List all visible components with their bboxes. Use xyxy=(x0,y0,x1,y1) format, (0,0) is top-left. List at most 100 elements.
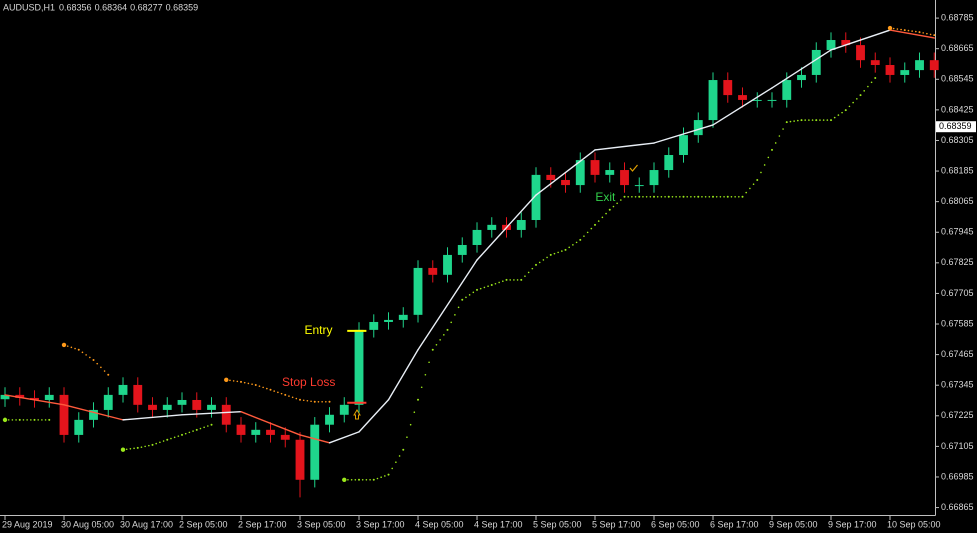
candle-body xyxy=(708,80,718,121)
stop-dot xyxy=(446,328,449,331)
stop-dot-fill xyxy=(612,205,615,208)
stop-dot-fill xyxy=(7,419,10,421)
candle-body xyxy=(310,424,320,480)
candle-body xyxy=(177,399,187,405)
stop-dot-fill xyxy=(384,475,386,477)
stop-dot-fill xyxy=(538,261,541,264)
stop-dot xyxy=(210,423,213,426)
y-tick-label: 0.67345 xyxy=(941,380,974,390)
stop-dot-fill xyxy=(542,259,545,261)
stop-dot-fill xyxy=(922,32,924,34)
stop-dot xyxy=(800,119,803,122)
stop-dot-fill xyxy=(833,116,836,119)
candle-body xyxy=(59,394,69,435)
candle-body xyxy=(546,174,556,180)
stop-dot xyxy=(476,288,479,291)
stop-dot-fill xyxy=(531,267,534,270)
stop-dot-fill xyxy=(900,28,902,31)
candle-body xyxy=(738,95,747,100)
ma-segment xyxy=(63,404,124,421)
x-tick-label: 6 Sep 05:00 xyxy=(651,519,700,529)
stop-dot xyxy=(313,400,316,403)
x-tick-label: 4 Sep 05:00 xyxy=(415,519,464,529)
stop-dot-fill xyxy=(192,430,194,432)
stop-dot xyxy=(151,443,154,446)
stop-dot-fill xyxy=(778,135,781,137)
stop-dot xyxy=(505,278,508,281)
stop-dot-fill xyxy=(848,105,851,108)
stop-dot-fill xyxy=(66,345,69,347)
stop-dot-fill xyxy=(361,478,364,481)
stop-dot-fill xyxy=(457,306,460,309)
y-tick-label: 0.68665 xyxy=(941,43,974,53)
ma-segment xyxy=(181,411,242,416)
y-tick-label: 0.67825 xyxy=(941,257,974,267)
stop-dot xyxy=(269,388,272,391)
check-icon xyxy=(629,164,638,172)
candle-body xyxy=(516,220,526,230)
ma-segment xyxy=(830,29,891,51)
candle-body xyxy=(30,397,39,400)
stop-dot-fill xyxy=(752,183,755,185)
stop-dot-fill xyxy=(37,419,40,421)
candle-body xyxy=(118,384,128,395)
stop-dot-fill xyxy=(513,279,515,281)
stop-dot-fill xyxy=(173,436,176,439)
candle-body xyxy=(89,409,98,420)
stop-dot xyxy=(741,195,744,198)
ma-segment xyxy=(4,394,65,406)
candle-body xyxy=(620,170,629,186)
stop-dot xyxy=(195,428,198,431)
stop-dot-fill xyxy=(391,467,394,470)
stop-dot xyxy=(520,278,523,281)
y-tick-label: 0.68305 xyxy=(941,135,974,145)
stop-dot-fill xyxy=(745,191,748,194)
candle-body xyxy=(575,160,585,186)
candle-body xyxy=(472,229,482,245)
stop-dot-fill xyxy=(896,28,899,30)
header-value: 0.68277 xyxy=(130,2,163,12)
annotation: Exit xyxy=(595,190,616,204)
stop-dot-fill xyxy=(789,120,792,123)
stop-dot-fill xyxy=(277,391,279,394)
stop-dot-fill xyxy=(915,30,917,33)
x-tick-label: 4 Sep 17:00 xyxy=(474,519,523,529)
stop-dot-fill xyxy=(472,291,475,294)
x-tick-label: 9 Sep 17:00 xyxy=(828,519,877,529)
stop-dot-fill xyxy=(837,114,840,116)
stop-dot-fill xyxy=(487,285,489,288)
stop-dot-fill xyxy=(546,256,548,259)
annotation: Stop Loss xyxy=(282,375,335,389)
stop-dot-fill xyxy=(723,196,725,198)
ma-segment xyxy=(653,124,714,144)
stop-dot xyxy=(903,29,906,32)
candle-body xyxy=(723,80,733,96)
header-value: 0.68359 xyxy=(166,2,199,12)
stop-dot xyxy=(608,208,611,211)
stop-dot-fill xyxy=(232,380,235,382)
y-tick-label: 0.68185 xyxy=(941,165,974,175)
stop-dot-fill xyxy=(679,196,681,198)
stop-dot-fill xyxy=(133,447,135,450)
stop-dot-fill xyxy=(468,294,471,296)
stop-dot xyxy=(712,195,715,198)
stop-dot-fill xyxy=(553,252,556,255)
stop-dot xyxy=(887,25,893,31)
candle-body xyxy=(162,404,172,410)
candle-body xyxy=(251,429,261,435)
candle-body xyxy=(664,154,674,171)
y-tick-label: 0.66865 xyxy=(941,502,974,512)
stop-dot xyxy=(697,195,700,198)
candle-body xyxy=(531,174,541,221)
y-tick-label: 0.67585 xyxy=(941,318,974,328)
stop-dot-fill xyxy=(808,119,810,121)
stop-dot-fill xyxy=(524,275,526,277)
stop-dot-fill xyxy=(856,98,858,100)
stop-dot xyxy=(402,448,405,451)
stop-dot xyxy=(107,373,110,376)
candle-body xyxy=(384,319,393,322)
stop-dot-fill xyxy=(498,281,500,284)
y-tick-label: 0.67465 xyxy=(941,349,974,359)
stop-dot xyxy=(342,477,347,482)
